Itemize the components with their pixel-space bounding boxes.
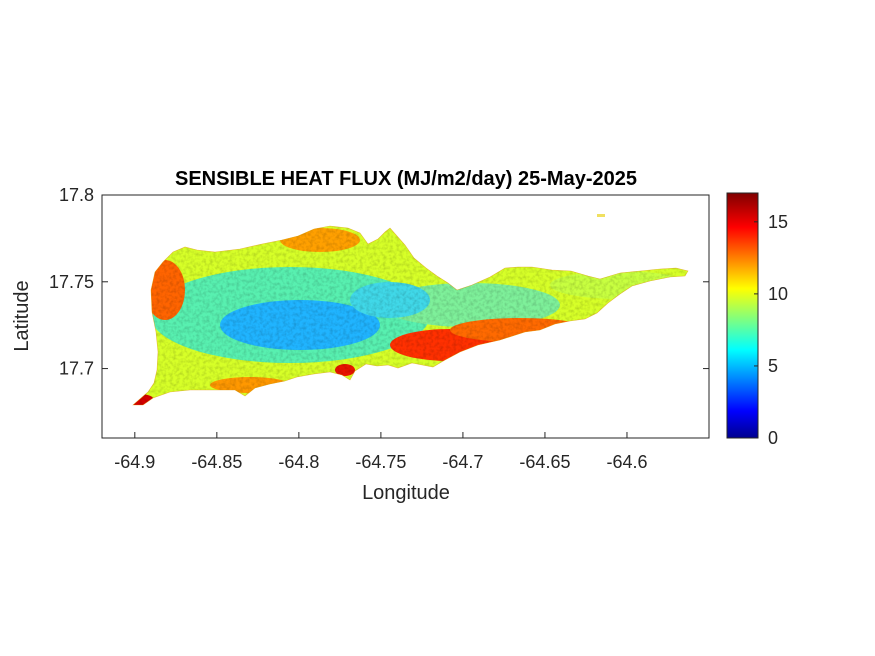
map-plot-area: -64.9 -64.85 -64.8 -64.75 -64.7 -64.65 -64.6 1… xyxy=(49,185,710,472)
chart-title: SENSIBLE HEAT FLUX (MJ/m2/day) 25-May-20… xyxy=(175,168,637,190)
colorbar-tick-label: 5 xyxy=(768,356,778,376)
x-tick-label: -64.8 xyxy=(278,452,319,472)
y-tick-label: 17.7 xyxy=(59,359,94,379)
x-axis-label: Longitude xyxy=(362,482,450,504)
x-tick-label: -64.7 xyxy=(442,452,483,472)
colorbar-scale xyxy=(726,192,759,439)
colorbar-tick-label: 0 xyxy=(768,428,778,448)
colorbar-ticks: 0 5 10 15 xyxy=(754,212,788,448)
y-axis-label: Latitude xyxy=(11,280,33,351)
y-axis-ticks: 17.7 17.75 17.8 xyxy=(49,185,709,379)
y-tick-label: 17.8 xyxy=(59,185,94,205)
x-tick-label: -64.75 xyxy=(355,452,406,472)
x-axis-ticks: -64.9 -64.85 -64.8 -64.75 -64.7 -64.65 -64.6 xyxy=(114,432,647,472)
colorbar-tick-label: 15 xyxy=(768,212,788,232)
x-tick-label: -64.65 xyxy=(519,452,570,472)
colorbar-tick-label: 10 xyxy=(768,284,788,304)
island-outline xyxy=(132,225,689,406)
colorbar: 0 5 10 15 xyxy=(726,192,788,448)
x-tick-label: -64.9 xyxy=(114,452,155,472)
x-tick-label: -64.6 xyxy=(606,452,647,472)
small-islet xyxy=(597,214,605,217)
x-tick-label: -64.85 xyxy=(191,452,242,472)
y-tick-label: 17.75 xyxy=(49,272,94,292)
